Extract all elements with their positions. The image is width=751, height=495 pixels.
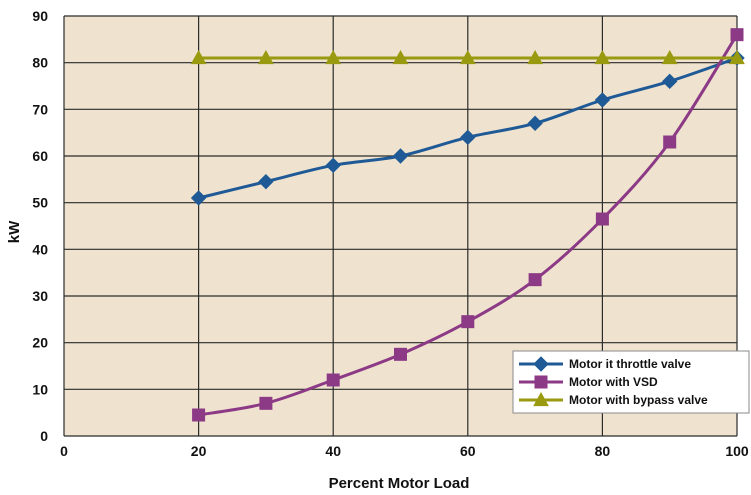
- legend-label: Motor it throttle valve: [569, 357, 691, 371]
- x-tick-label: 80: [595, 443, 611, 459]
- series-3: [190, 49, 745, 65]
- x-tick-label: 60: [460, 443, 476, 459]
- y-tick-label: 80: [32, 55, 48, 71]
- square-point: [326, 373, 340, 387]
- triangle-point: [729, 49, 745, 65]
- y-tick-label: 0: [40, 428, 48, 444]
- y-tick-label: 90: [32, 8, 48, 24]
- y-tick-label: 60: [32, 148, 48, 164]
- triangle-point: [533, 391, 549, 407]
- diamond-point: [325, 157, 341, 174]
- x-tick-label: 100: [725, 443, 749, 459]
- diamond-point: [460, 129, 476, 146]
- grid-lines: [63, 15, 738, 437]
- square-point: [394, 347, 407, 361]
- square-point: [730, 28, 744, 42]
- triangle-point: [661, 49, 678, 65]
- series-1: [190, 50, 745, 206]
- y-tick-label: 50: [32, 195, 48, 211]
- legend-item: Motor it throttle valve: [519, 356, 691, 372]
- legend-label: Motor with VSD: [569, 375, 658, 389]
- triangle-point: [325, 49, 342, 65]
- diamond-point: [594, 92, 611, 108]
- triangle-point: [459, 49, 476, 65]
- square-point: [595, 212, 609, 226]
- diamond-point: [533, 356, 549, 372]
- legend-label: Motor with bypass valve: [569, 393, 708, 407]
- y-tick-label: 30: [32, 288, 48, 304]
- legend-item: Motor with bypass valve: [519, 391, 708, 407]
- x-tick-label: 0: [60, 443, 68, 459]
- triangle-point: [258, 49, 274, 65]
- square-point: [663, 135, 677, 149]
- x-tick-label: 20: [191, 443, 207, 459]
- square-point: [192, 408, 206, 422]
- y-tick-label: 40: [32, 241, 48, 257]
- y-tick-label: 70: [32, 101, 48, 117]
- legend: Motor it throttle valve Motor with VSD Mot…: [512, 350, 750, 414]
- square-point: [528, 273, 542, 287]
- diamond-point: [190, 190, 207, 206]
- series-2: [192, 28, 744, 422]
- y-axis-ticks: 0 10 20 30 40 50 60 70 80 90: [32, 8, 48, 444]
- diamond-point: [392, 148, 409, 164]
- legend-item: Motor with VSD: [519, 375, 658, 389]
- diamond-point: [661, 73, 678, 90]
- x-axis-ticks: 0 20 40 60 80 100: [60, 443, 749, 459]
- series-layer: [190, 28, 745, 422]
- y-tick-label: 10: [32, 381, 48, 397]
- square-point: [534, 375, 548, 389]
- triangle-point: [527, 49, 543, 65]
- triangle-point: [594, 49, 611, 65]
- diamond-point: [258, 173, 274, 190]
- square-point: [259, 396, 273, 410]
- x-tick-label: 40: [325, 443, 341, 459]
- square-point: [461, 315, 475, 329]
- x-axis-title: Percent Motor Load: [329, 475, 470, 492]
- diamond-point: [527, 115, 543, 132]
- y-axis-title: kW: [6, 220, 23, 243]
- triangle-point: [190, 49, 207, 65]
- y-tick-label: 20: [32, 335, 48, 351]
- triangle-point: [392, 49, 409, 65]
